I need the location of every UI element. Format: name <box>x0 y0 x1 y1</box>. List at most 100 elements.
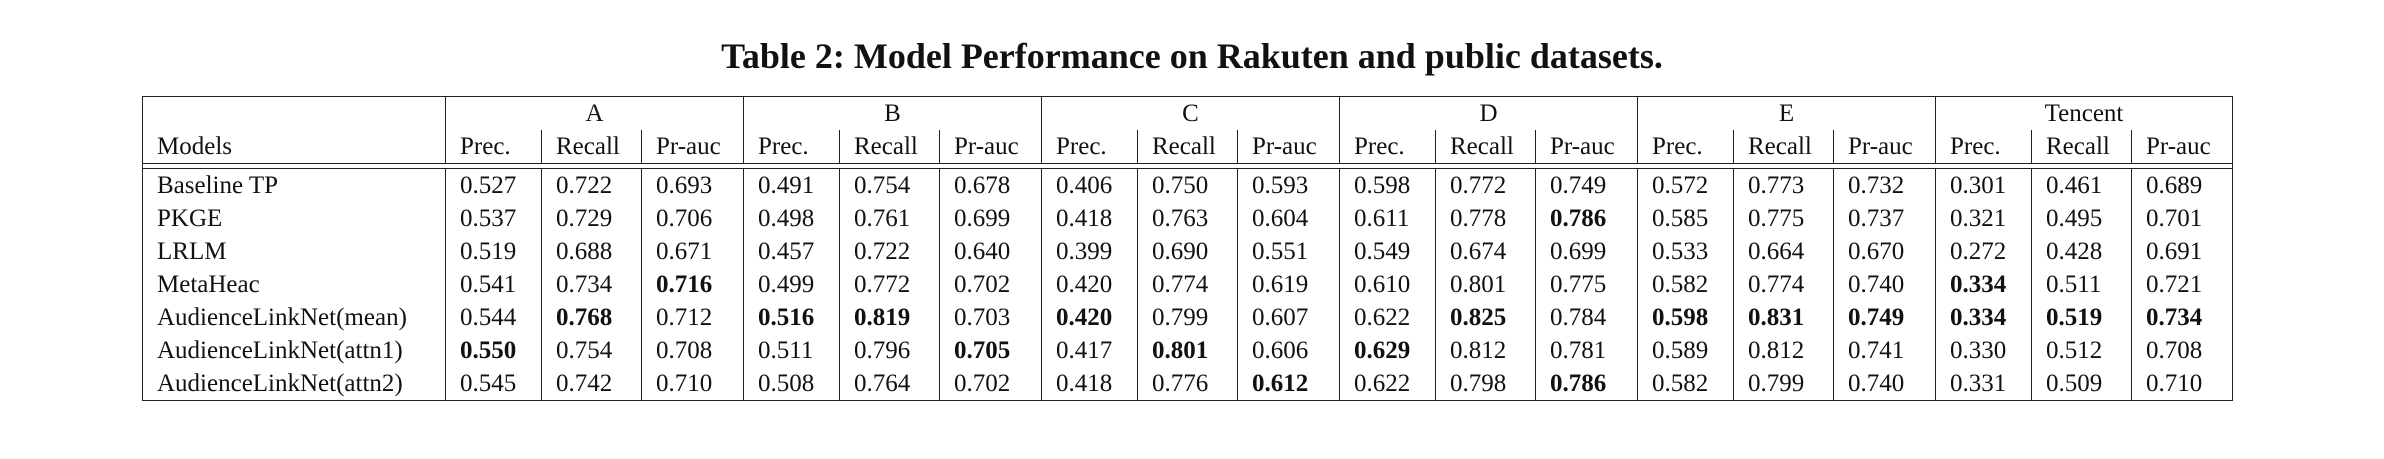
metric-value-cell: 0.721 <box>2131 268 2233 301</box>
metric-value-cell: 0.690 <box>1137 235 1237 268</box>
metric-value-cell: 0.812 <box>1435 334 1535 367</box>
metric-value-cell: 0.750 <box>1137 168 1237 202</box>
metric-value-cell: 0.417 <box>1041 334 1137 367</box>
metric-value-cell: 0.702 <box>939 367 1041 401</box>
metric-value-cell: 0.763 <box>1137 202 1237 235</box>
metric-value-cell: 0.778 <box>1435 202 1535 235</box>
metric-header-prec: Prec. <box>1041 130 1137 164</box>
metric-value-cell: 0.801 <box>1435 268 1535 301</box>
metric-value-cell: 0.688 <box>541 235 641 268</box>
metric-value-cell: 0.541 <box>445 268 541 301</box>
table-row: AudienceLinkNet(mean) 0.544 0.768 0.712 0.51… <box>142 301 2233 334</box>
metric-value-cell: 0.699 <box>939 202 1041 235</box>
metric-value-cell: 0.457 <box>743 235 839 268</box>
metric-value-cell: 0.607 <box>1237 301 1339 334</box>
metric-value-cell: 0.420 <box>1041 301 1137 334</box>
metric-value-cell: 0.749 <box>1833 301 1935 334</box>
metric-header-recall: Recall <box>541 130 641 164</box>
metric-value-cell: 0.330 <box>1935 334 2031 367</box>
metric-value-cell: 0.582 <box>1637 367 1733 401</box>
table-row: Baseline TP 0.527 0.722 0.693 0.491 0.754 0.67… <box>142 168 2233 202</box>
metric-value-cell: 0.729 <box>541 202 641 235</box>
metric-value-cell: 0.734 <box>2131 301 2233 334</box>
header-group-row: A B C D E Tencent <box>142 96 2233 130</box>
table-row: PKGE 0.537 0.729 0.706 0.498 0.761 0.699 0.418 0… <box>142 202 2233 235</box>
metric-value-cell: 0.428 <box>2031 235 2131 268</box>
metric-value-cell: 0.622 <box>1339 367 1435 401</box>
metric-value-cell: 0.722 <box>839 235 939 268</box>
metric-value-cell: 0.812 <box>1733 334 1833 367</box>
metric-header-pr-auc: Pr-auc <box>2131 130 2233 164</box>
metric-value-cell: 0.742 <box>541 367 641 401</box>
table-row: LRLM 0.519 0.688 0.671 0.457 0.722 0.640 0.399 0… <box>142 235 2233 268</box>
metric-value-cell: 0.678 <box>939 168 1041 202</box>
performance-table: A B C D E Tencent Models Prec. Recall Pr-auc Prec.… <box>142 96 2233 401</box>
model-name-cell: PKGE <box>142 202 445 235</box>
metric-value-cell: 0.334 <box>1935 301 2031 334</box>
metric-value-cell: 0.831 <box>1733 301 1833 334</box>
metric-value-cell: 0.703 <box>939 301 1041 334</box>
metric-value-cell: 0.716 <box>641 268 743 301</box>
metric-value-cell: 0.801 <box>1137 334 1237 367</box>
header-metric-row: Models Prec. Recall Pr-auc Prec. Recall Pr-auc… <box>142 130 2233 164</box>
metric-value-cell: 0.527 <box>445 168 541 202</box>
metric-value-cell: 0.796 <box>839 334 939 367</box>
metric-header-recall: Recall <box>839 130 939 164</box>
metric-value-cell: 0.734 <box>541 268 641 301</box>
metric-value-cell: 0.610 <box>1339 268 1435 301</box>
metric-value-cell: 0.512 <box>2031 334 2131 367</box>
metric-value-cell: 0.740 <box>1833 367 1935 401</box>
metric-value-cell: 0.772 <box>839 268 939 301</box>
metric-value-cell: 0.799 <box>1733 367 1833 401</box>
metric-value-cell: 0.706 <box>641 202 743 235</box>
model-name-cell: LRLM <box>142 235 445 268</box>
model-name-cell: AudienceLinkNet(mean) <box>142 301 445 334</box>
metric-value-cell: 0.664 <box>1733 235 1833 268</box>
table-caption: Table 2: Model Performance on Rakuten an… <box>721 36 1663 76</box>
metric-value-cell: 0.775 <box>1733 202 1833 235</box>
group-header-a: A <box>445 96 743 130</box>
metric-value-cell: 0.321 <box>1935 202 2031 235</box>
metric-value-cell: 0.604 <box>1237 202 1339 235</box>
metric-header-recall: Recall <box>1435 130 1535 164</box>
metric-value-cell: 0.498 <box>743 202 839 235</box>
metric-value-cell: 0.598 <box>1339 168 1435 202</box>
metric-header-pr-auc: Pr-auc <box>939 130 1041 164</box>
metric-value-cell: 0.764 <box>839 367 939 401</box>
metric-header-recall: Recall <box>1733 130 1833 164</box>
metric-header-prec: Prec. <box>445 130 541 164</box>
metric-header-recall: Recall <box>1137 130 1237 164</box>
metric-header-pr-auc: Pr-auc <box>1535 130 1637 164</box>
metric-value-cell: 0.272 <box>1935 235 2031 268</box>
header-double-rule <box>142 164 2233 168</box>
metric-value-cell: 0.491 <box>743 168 839 202</box>
metric-value-cell: 0.622 <box>1339 301 1435 334</box>
metric-value-cell: 0.701 <box>2131 202 2233 235</box>
metric-value-cell: 0.629 <box>1339 334 1435 367</box>
metric-value-cell: 0.772 <box>1435 168 1535 202</box>
metric-value-cell: 0.710 <box>2131 367 2233 401</box>
metric-value-cell: 0.508 <box>743 367 839 401</box>
metric-value-cell: 0.582 <box>1637 268 1733 301</box>
metric-value-cell: 0.825 <box>1435 301 1535 334</box>
metric-value-cell: 0.640 <box>939 235 1041 268</box>
metric-value-cell: 0.589 <box>1637 334 1733 367</box>
metric-value-cell: 0.691 <box>2131 235 2233 268</box>
table-row: MetaHeac 0.541 0.734 0.716 0.499 0.772 0.702 0.… <box>142 268 2233 301</box>
group-header-b: B <box>743 96 1041 130</box>
table-row: AudienceLinkNet(attn2) 0.545 0.742 0.710 0.5… <box>142 367 2233 401</box>
metric-value-cell: 0.619 <box>1237 268 1339 301</box>
metric-value-cell: 0.537 <box>445 202 541 235</box>
metric-header-prec: Prec. <box>1935 130 2031 164</box>
metric-value-cell: 0.702 <box>939 268 1041 301</box>
metric-value-cell: 0.741 <box>1833 334 1935 367</box>
metric-header-pr-auc: Pr-auc <box>1833 130 1935 164</box>
metric-value-cell: 0.798 <box>1435 367 1535 401</box>
metric-value-cell: 0.775 <box>1535 268 1637 301</box>
metric-value-cell: 0.511 <box>743 334 839 367</box>
metric-value-cell: 0.519 <box>2031 301 2131 334</box>
header-empty-cell <box>142 96 445 130</box>
metric-value-cell: 0.712 <box>641 301 743 334</box>
rule-spacer <box>142 164 2233 168</box>
metric-value-cell: 0.693 <box>641 168 743 202</box>
